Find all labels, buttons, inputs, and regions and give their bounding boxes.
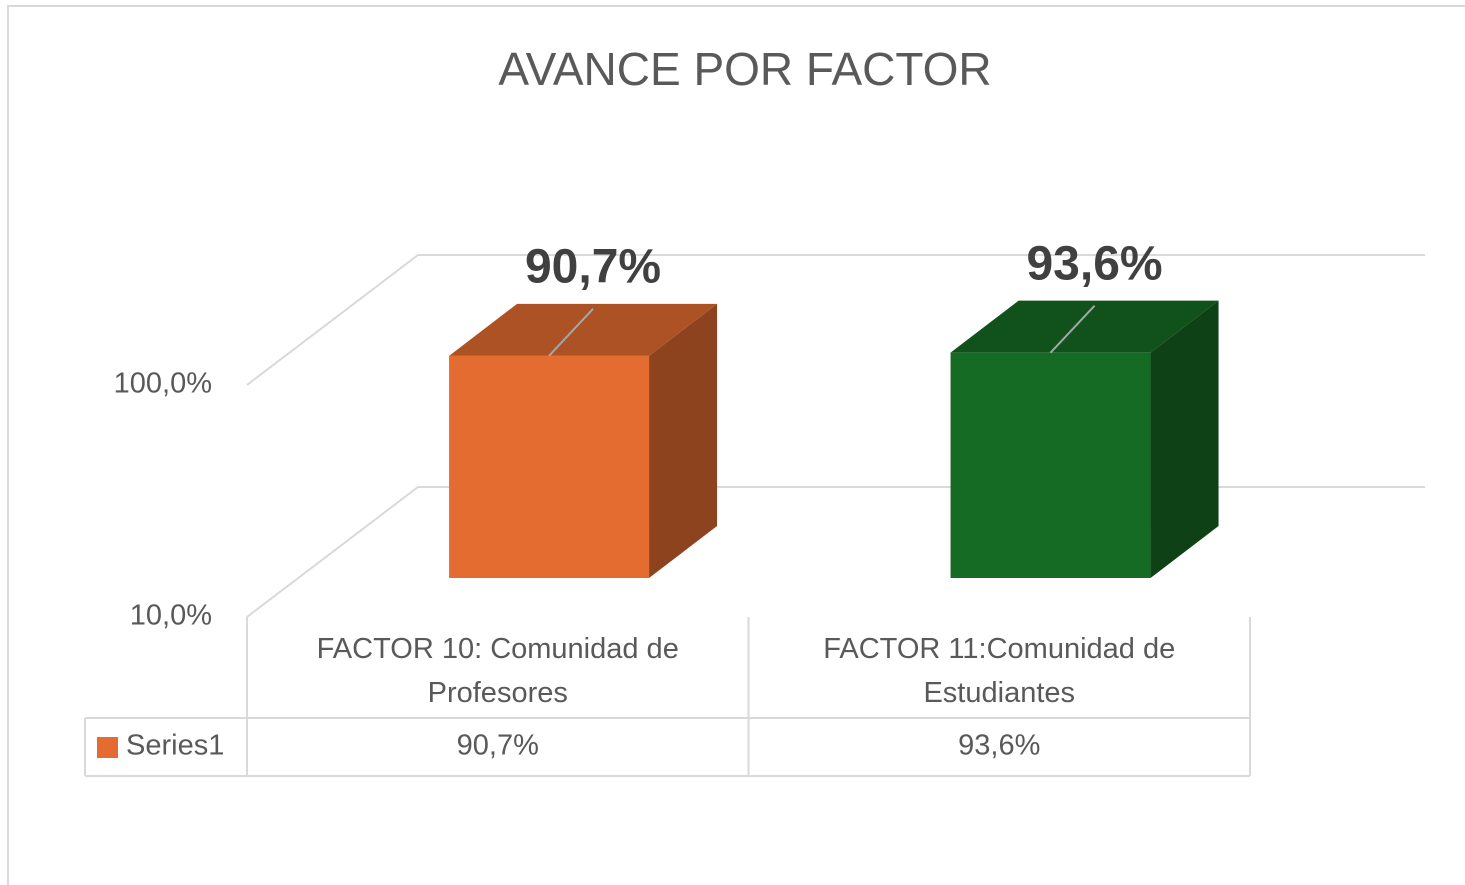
bar-top: [449, 303, 718, 356]
chart-frame: [7, 5, 1465, 885]
data-label: 90,7%: [525, 241, 661, 294]
category-cell: FACTOR 11:Comunidad de Estudiantes: [823, 633, 1176, 709]
leader-line: [1049, 304, 1096, 354]
bar-front: [950, 352, 1151, 578]
category-cell: FACTOR 10: Comunidad de Profesores: [316, 633, 679, 709]
x-tick-label: FACTOR 10: Comunidad de Profesores: [316, 633, 679, 709]
y-tick-label: 10,0%: [130, 600, 212, 632]
bar-side: [649, 303, 718, 578]
y-tick-label: 100,0%: [114, 368, 212, 400]
bar-side: [1150, 300, 1219, 578]
bar-front: [449, 355, 650, 578]
legend-key: [97, 737, 118, 758]
table-value: 90,7%: [457, 730, 539, 762]
legend-label: Series1: [126, 730, 224, 762]
bar: [449, 303, 718, 578]
table-value: 93,6%: [958, 730, 1040, 762]
data-label: 93,6%: [1026, 237, 1162, 290]
leader-line: [548, 308, 594, 357]
x-tick-label: FACTOR 11:Comunidad de Estudiantes: [823, 633, 1176, 709]
chart-title: AVANCE POR FACTOR: [498, 43, 991, 95]
grid-line: [246, 254, 1425, 386]
bar: [950, 300, 1219, 578]
bar-top: [950, 300, 1219, 353]
